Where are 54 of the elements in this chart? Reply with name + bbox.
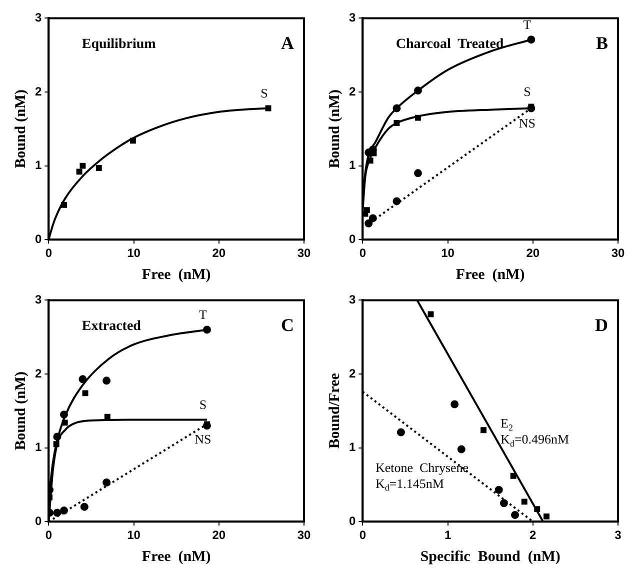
x-axis-title: Free (nM) [456, 266, 525, 283]
x-tick-label: 10 [127, 528, 141, 542]
text: Extracted [82, 318, 142, 334]
annotation: S [199, 397, 207, 412]
x-tick-label: 30 [297, 528, 311, 542]
y-tick-label: 1 [34, 158, 42, 172]
y-tick-label: 0 [348, 232, 356, 246]
x-tick-label: 0 [45, 246, 52, 260]
y-axis-title: Bound/Free [326, 372, 343, 449]
annotation: C [281, 314, 294, 335]
x-tick-label: 0 [359, 528, 366, 542]
annotation: T [523, 17, 532, 32]
x-tick-label: 1 [444, 528, 452, 542]
y-tick-label: 2 [348, 84, 356, 98]
y-tick-label: 0 [34, 232, 42, 246]
y-axis-title: Bound (nM) [12, 90, 29, 168]
x-axis-title: Free (nM) [142, 266, 211, 283]
x-tick-label: 2 [530, 528, 537, 542]
x-axis-title: Specific Bound (nM) [420, 548, 560, 565]
y-tick-label: 1 [348, 158, 356, 172]
y-tick-label: 0 [348, 514, 356, 528]
annotation: NS [518, 116, 536, 131]
annotation: S [524, 84, 531, 100]
y-tick-label: 0 [34, 514, 42, 528]
x-tick-label: 30 [297, 246, 311, 260]
text: Charcoal Treated [396, 36, 504, 52]
y-tick-label: 2 [34, 366, 42, 380]
x-axis-title: Free (nM) [142, 548, 211, 565]
annotation: S [260, 86, 268, 101]
y-tick-label: 3 [34, 10, 42, 25]
x-tick-label: 10 [127, 246, 141, 260]
annotation: D [595, 314, 608, 335]
text: Equilibrium [82, 36, 156, 52]
y-tick-label: 3 [348, 292, 356, 307]
x-tick-label: 20 [526, 246, 540, 260]
x-tick-label: 20 [212, 528, 226, 542]
y-tick-label: 2 [34, 84, 42, 98]
annotation: NS [194, 432, 212, 447]
y-axis-title: Bound (nM) [326, 90, 343, 168]
x-tick-label: 0 [359, 246, 366, 260]
annotation: A [281, 32, 294, 53]
x-tick-label: 20 [212, 246, 226, 260]
y-axis-title: Bound (nM) [12, 372, 29, 450]
y-tick-label: 3 [348, 10, 356, 25]
y-tick-label: 2 [348, 366, 356, 380]
x-tick-label: 30 [611, 246, 625, 260]
annotation: T [199, 307, 208, 322]
x-tick-label: 0 [45, 528, 52, 542]
y-tick-label: 1 [348, 440, 356, 454]
y-tick-label: 1 [34, 440, 42, 454]
annotation: B [596, 32, 608, 53]
x-tick-label: 10 [441, 246, 455, 260]
x-tick-label: 3 [614, 528, 622, 542]
y-tick-label: 3 [34, 292, 42, 307]
